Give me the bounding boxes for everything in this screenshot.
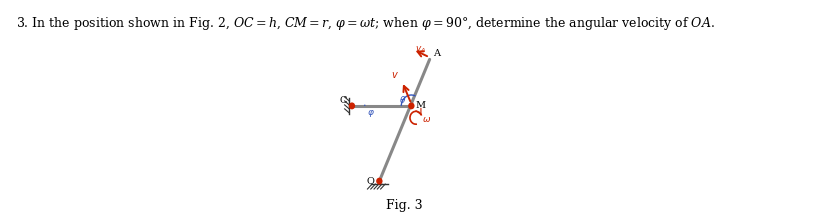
Text: $\varphi$: $\varphi$ [366, 108, 374, 119]
Text: Fig. 3: Fig. 3 [385, 199, 423, 212]
Text: C: C [340, 96, 347, 105]
Circle shape [408, 102, 414, 109]
Text: $\omega$: $\omega$ [422, 115, 431, 124]
Circle shape [348, 102, 355, 109]
Text: 3. In the position shown in Fig. 2, $OC = h$, $CM = r$, $\varphi = \omega t$; wh: 3. In the position shown in Fig. 2, $OC … [17, 15, 715, 32]
Text: A: A [433, 49, 440, 58]
Text: $v_A$: $v_A$ [414, 44, 426, 55]
Text: M: M [415, 101, 426, 110]
Circle shape [375, 178, 382, 184]
Text: $\theta$: $\theta$ [398, 94, 405, 105]
Text: O: O [366, 177, 375, 186]
Text: $v$: $v$ [390, 70, 398, 80]
